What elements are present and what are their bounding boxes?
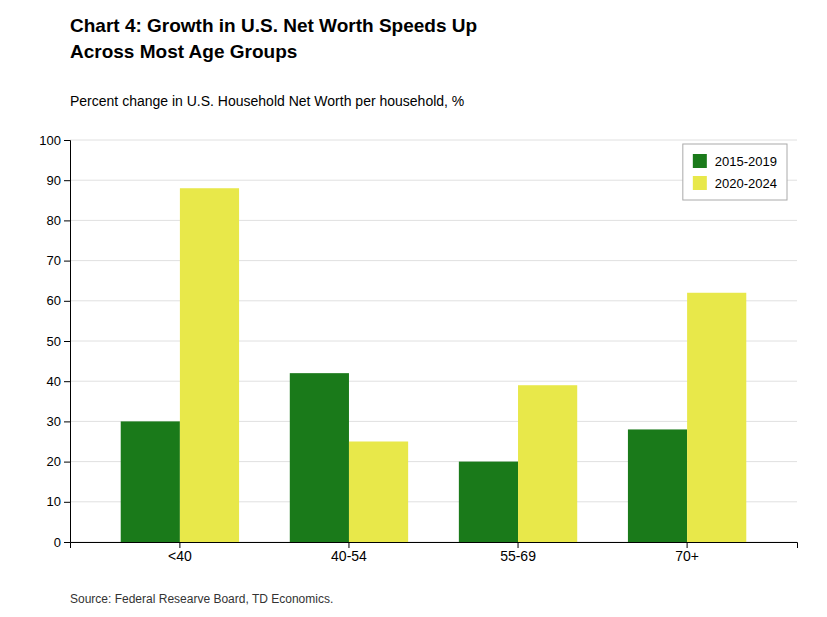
bar: [349, 442, 408, 543]
tick: 20: [47, 454, 70, 469]
tick-label: 30: [47, 414, 61, 429]
tick-label: 70+: [675, 548, 699, 564]
grid: [70, 140, 797, 542]
axis-line: [64, 141, 71, 543]
legend-label: 2015-2019: [715, 154, 777, 169]
tick: 30: [47, 414, 70, 429]
tick-label: 90: [47, 173, 61, 188]
bars: [121, 188, 747, 542]
legend-item: 2020-2024: [693, 176, 777, 191]
tick-mark: [64, 462, 70, 463]
legend-label: 2020-2024: [715, 176, 777, 191]
bar: [687, 293, 746, 542]
tick-label: 55-69: [500, 548, 536, 564]
legend-box: [683, 144, 787, 200]
subtitle: Percent change in U.S. Household Net Wor…: [70, 93, 464, 109]
tick-label: 40: [47, 374, 61, 389]
tick-mark: [64, 542, 70, 543]
title: Chart 4: Growth in U.S. Net Worth Speeds…: [70, 15, 477, 36]
legend-swatch: [693, 176, 707, 190]
tick-label: 100: [39, 133, 61, 148]
tick: 100: [39, 133, 70, 148]
chart: Chart 4: Growth in U.S. Net Worth Speeds…: [0, 0, 827, 617]
plot: 0 10 20 30 40 50 60 70 80 90 100 <40 40-54 55-69 70+ 20…: [39, 133, 797, 564]
tick: 0: [54, 535, 70, 550]
tick-mark: [64, 140, 70, 141]
bar: [121, 421, 180, 542]
tick: <40: [168, 542, 192, 564]
legend: 2015-2019 2020-2024: [683, 144, 787, 200]
bar: [290, 373, 349, 542]
tick-label: <40: [168, 548, 192, 564]
title: Across Most Age Groups: [70, 41, 297, 62]
tick: 60: [47, 293, 70, 308]
source: Source: Federal Researve Board, TD Econo…: [70, 592, 333, 606]
tick-label: 10: [47, 494, 61, 509]
tick-mark: [64, 261, 70, 262]
tick: 70: [47, 253, 70, 268]
tick-mark: [64, 502, 70, 503]
tick: 50: [47, 334, 70, 349]
bar: [518, 385, 577, 542]
tick: 80: [47, 213, 70, 228]
tick-label: 50: [47, 334, 61, 349]
tick-mark: [64, 220, 70, 221]
tick-label: 60: [47, 293, 61, 308]
x-axis: <40 40-54 55-69 70+: [71, 542, 798, 564]
grid-line: [70, 260, 797, 261]
bar: [459, 462, 518, 542]
tick: 40: [47, 374, 70, 389]
tick: 90: [47, 173, 70, 188]
tick-mark: [64, 421, 70, 422]
legend-item: 2015-2019: [693, 154, 777, 169]
grid-line: [70, 140, 797, 141]
y-axis: 0 10 20 30 40 50 60 70 80 90 100: [39, 133, 70, 550]
tick-mark: [64, 180, 70, 181]
tick: 55-69: [500, 542, 536, 564]
grid-line: [70, 220, 797, 221]
tick: 40-54: [331, 542, 367, 564]
tick-label: 20: [47, 454, 61, 469]
tick-label: 0: [54, 535, 61, 550]
bar: [628, 429, 687, 542]
tick: 70+: [675, 542, 699, 564]
tick-mark: [64, 381, 70, 382]
series: [180, 188, 746, 542]
legend-swatch: [693, 154, 707, 168]
tick-label: 40-54: [331, 548, 367, 564]
tick-label: 80: [47, 213, 61, 228]
bar: [180, 188, 239, 542]
tick-mark: [64, 301, 70, 302]
tick-label: 70: [47, 253, 61, 268]
tick: 10: [47, 494, 70, 509]
tick-mark: [64, 341, 70, 342]
